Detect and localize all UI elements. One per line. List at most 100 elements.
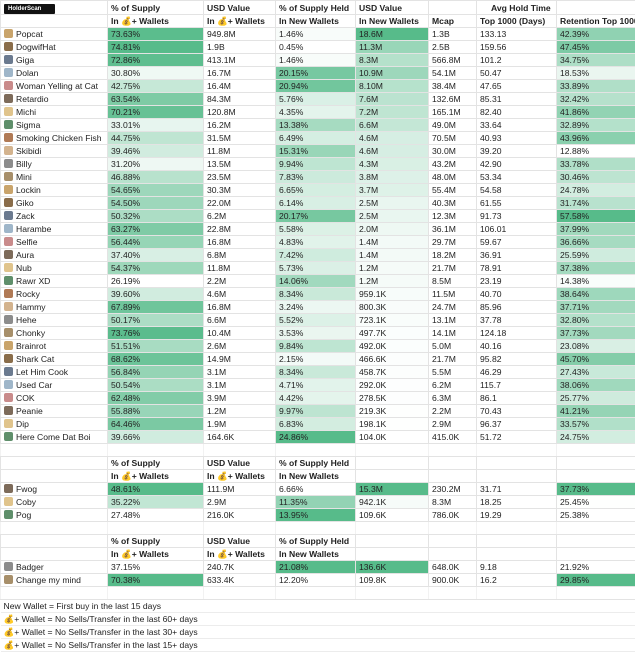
value-cell: 497.7K <box>356 327 429 340</box>
token-icon <box>4 419 13 428</box>
token-label: Rocky <box>16 289 40 299</box>
header-cell: Avg Hold Time <box>477 1 557 15</box>
blank-cell <box>557 444 635 457</box>
token-name: Hammy <box>1 301 108 314</box>
token-name: Popcat <box>1 28 108 41</box>
value-cell: 37.78 <box>477 314 557 327</box>
blank-cell <box>1 444 108 457</box>
value-cell: 164.6K <box>204 431 276 444</box>
header-cell: In 💰+ Wallets <box>204 548 276 561</box>
value-cell: 72.86% <box>108 54 204 67</box>
token-name: Peanie <box>1 405 108 418</box>
value-cell: 63.27% <box>108 223 204 236</box>
value-cell: 70.43 <box>477 405 557 418</box>
value-cell: 120.8M <box>204 106 276 119</box>
token-name: Retardio <box>1 93 108 106</box>
token-icon <box>4 81 13 90</box>
token-name: Change my mind <box>1 574 108 587</box>
value-cell: 15.31% <box>276 145 356 158</box>
token-icon <box>4 497 13 506</box>
token-icon <box>4 159 13 168</box>
header-cell: % of Supply <box>108 1 204 15</box>
token-icon <box>4 94 13 103</box>
value-cell: 37.99% <box>557 223 635 236</box>
blank-cell <box>276 522 356 535</box>
blank-cell <box>108 587 204 600</box>
token-name: Let Him Cook <box>1 366 108 379</box>
value-cell: 648.0K <box>429 561 477 574</box>
legend-pad <box>356 613 635 626</box>
value-cell: 10.9M <box>356 67 429 80</box>
value-cell: 19.29 <box>477 509 557 522</box>
header-cell <box>356 457 429 470</box>
value-cell: 12.20% <box>276 574 356 587</box>
token-label: Giga <box>16 55 34 65</box>
value-cell: 14.1M <box>429 327 477 340</box>
value-cell: 11.5M <box>429 288 477 301</box>
token-icon <box>4 341 13 350</box>
value-cell: 84.3M <box>204 93 276 106</box>
value-cell: 230.2M <box>429 483 477 496</box>
value-cell: 46.88% <box>108 171 204 184</box>
value-cell: 22.8M <box>204 223 276 236</box>
header-cell: % of Supply <box>108 535 204 548</box>
header-cell <box>429 535 477 548</box>
value-cell: 38.06% <box>557 379 635 392</box>
value-cell: 16.8M <box>204 301 276 314</box>
value-cell: 39.20 <box>477 145 557 158</box>
token-icon <box>4 328 13 337</box>
token-name: Selfie <box>1 236 108 249</box>
header-cell: Top 1000 (Days) <box>477 15 557 28</box>
value-cell: 6.3M <box>429 392 477 405</box>
token-name: Rawr XD <box>1 275 108 288</box>
value-cell: 21.7M <box>429 353 477 366</box>
token-label: Selfie <box>16 237 38 247</box>
token-label: Giko <box>16 198 34 208</box>
value-cell: 42.90 <box>477 158 557 171</box>
value-cell: 54.50% <box>108 197 204 210</box>
value-cell: 3.9M <box>204 392 276 405</box>
value-cell: 31.20% <box>108 158 204 171</box>
value-cell: 50.32% <box>108 210 204 223</box>
value-cell: 13.1M <box>429 314 477 327</box>
value-cell: 33.57% <box>557 418 635 431</box>
value-cell: 2.5M <box>356 197 429 210</box>
value-cell: 1.46% <box>276 28 356 41</box>
value-cell: 18.2M <box>429 249 477 262</box>
value-cell: 41.86% <box>557 106 635 119</box>
value-cell: 106.01 <box>477 223 557 236</box>
header-cell <box>477 548 557 561</box>
value-cell: 85.96 <box>477 301 557 314</box>
value-cell: 50.47 <box>477 67 557 80</box>
value-cell: 30.3M <box>204 184 276 197</box>
token-name: Sigma <box>1 119 108 132</box>
token-name: Nub <box>1 262 108 275</box>
value-cell: 6.2M <box>429 379 477 392</box>
value-cell: 27.43% <box>557 366 635 379</box>
token-label: Shark Cat <box>16 354 54 364</box>
token-icon <box>4 29 13 38</box>
value-cell: 82.40 <box>477 106 557 119</box>
token-label: Michi <box>16 107 36 117</box>
value-cell: 5.76% <box>276 93 356 106</box>
token-name: Harambe <box>1 223 108 236</box>
value-cell: 13.5M <box>204 158 276 171</box>
header-cell <box>356 548 429 561</box>
value-cell: 64.46% <box>108 418 204 431</box>
token-icon <box>4 484 13 493</box>
header-cell: In New Wallets <box>276 548 356 561</box>
value-cell: 2.9M <box>204 496 276 509</box>
value-cell: 40.70 <box>477 288 557 301</box>
value-cell: 111.9M <box>204 483 276 496</box>
token-label: DogwifHat <box>16 42 56 52</box>
value-cell: 13.95% <box>276 509 356 522</box>
token-label: Badger <box>16 562 44 572</box>
value-cell: 33.01% <box>108 119 204 132</box>
